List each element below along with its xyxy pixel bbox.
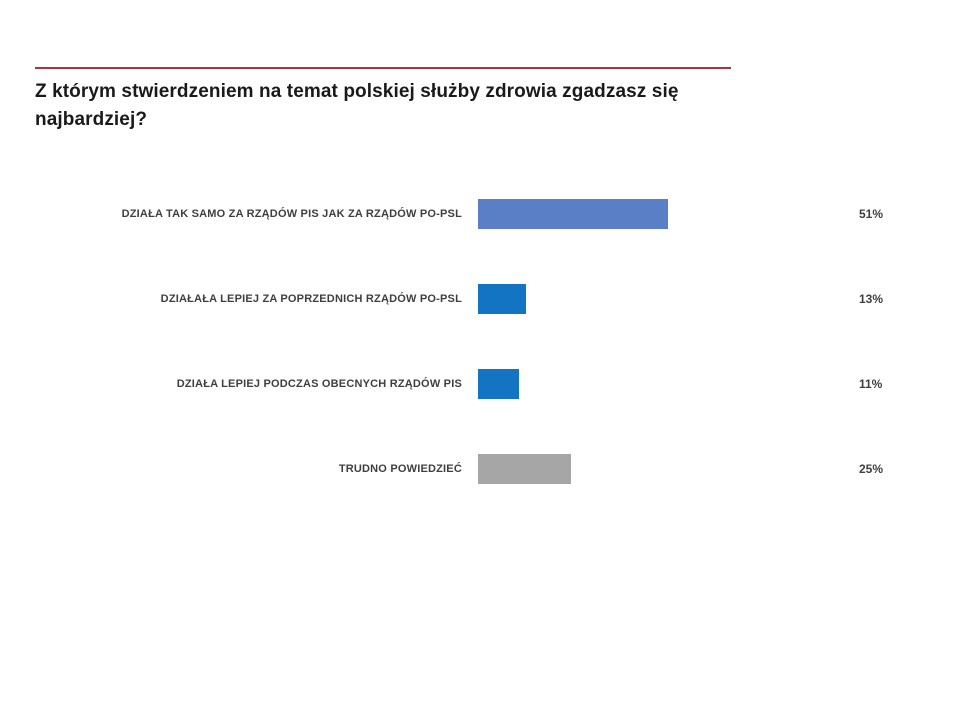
bar-value-label: 25% [859,462,884,476]
bar-track: 13% [478,284,883,314]
bar-value-label: 51% [859,207,884,221]
bar [478,284,527,314]
bar-row: DZIAŁA LEPIEJ PODCZAS OBECNYCH RZĄDÓW PI… [0,368,960,400]
bar-category-label: DZIAŁA TAK SAMO ZA RZĄDÓW PIS JAK ZA RZĄ… [121,208,462,220]
bar-track: 25% [478,454,883,484]
bar-track: 51% [478,199,883,229]
bar-row: TRUDNO POWIEDZIEĆ 25% [0,453,960,485]
bar-category-label: TRUDNO POWIEDZIEĆ [338,463,462,475]
bar [478,199,669,229]
bar-category-label: DZIAŁAŁA LEPIEJ ZA POPRZEDNICH RZĄDÓW PO… [160,293,462,305]
bar-chart: DZIAŁA TAK SAMO ZA RZĄDÓW PIS JAK ZA RZĄ… [0,198,960,538]
bar-value-label: 13% [859,292,884,306]
bar [478,369,520,399]
bar-category-label: DZIAŁA LEPIEJ PODCZAS OBECNYCH RZĄDÓW PI… [176,378,462,390]
bar-value-label: 11% [859,377,883,391]
page-title: Z którym stwierdzeniem na temat polskiej… [35,81,679,130]
bar-track: 11% [478,369,882,399]
bar-row: DZIAŁA TAK SAMO ZA RZĄDÓW PIS JAK ZA RZĄ… [0,198,960,230]
header-rule-line [35,67,731,69]
bar-row: DZIAŁAŁA LEPIEJ ZA POPRZEDNICH RZĄDÓW PO… [0,283,960,315]
bar [478,454,572,484]
